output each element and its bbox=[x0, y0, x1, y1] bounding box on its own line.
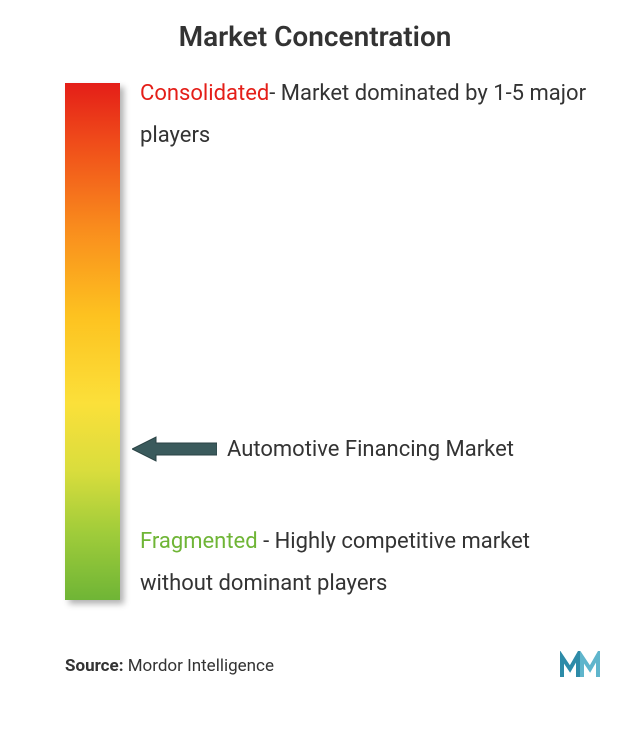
source-value: Mordor Intelligence bbox=[123, 656, 273, 676]
fragmented-highlight: Fragmented bbox=[140, 529, 258, 554]
marker-label: Automotive Financing Market bbox=[227, 437, 514, 462]
consolidated-label-group: Consolidated- Market dominated by 1-5 ma… bbox=[140, 73, 600, 157]
chart-title: Market Concentration bbox=[0, 0, 630, 83]
mordor-logo-icon bbox=[560, 651, 600, 681]
consolidated-highlight: Consolidated bbox=[140, 81, 269, 106]
source-label: Source: bbox=[65, 656, 123, 676]
arrow-left-icon bbox=[132, 435, 217, 463]
marker-group: Automotive Financing Market bbox=[132, 435, 514, 463]
source-text: Source: Mordor Intelligence bbox=[65, 656, 274, 676]
source-row: Source: Mordor Intelligence bbox=[65, 651, 600, 681]
fragmented-label-group: Fragmented - Highly competitive market w… bbox=[140, 521, 600, 605]
concentration-gradient-bar bbox=[65, 83, 120, 600]
